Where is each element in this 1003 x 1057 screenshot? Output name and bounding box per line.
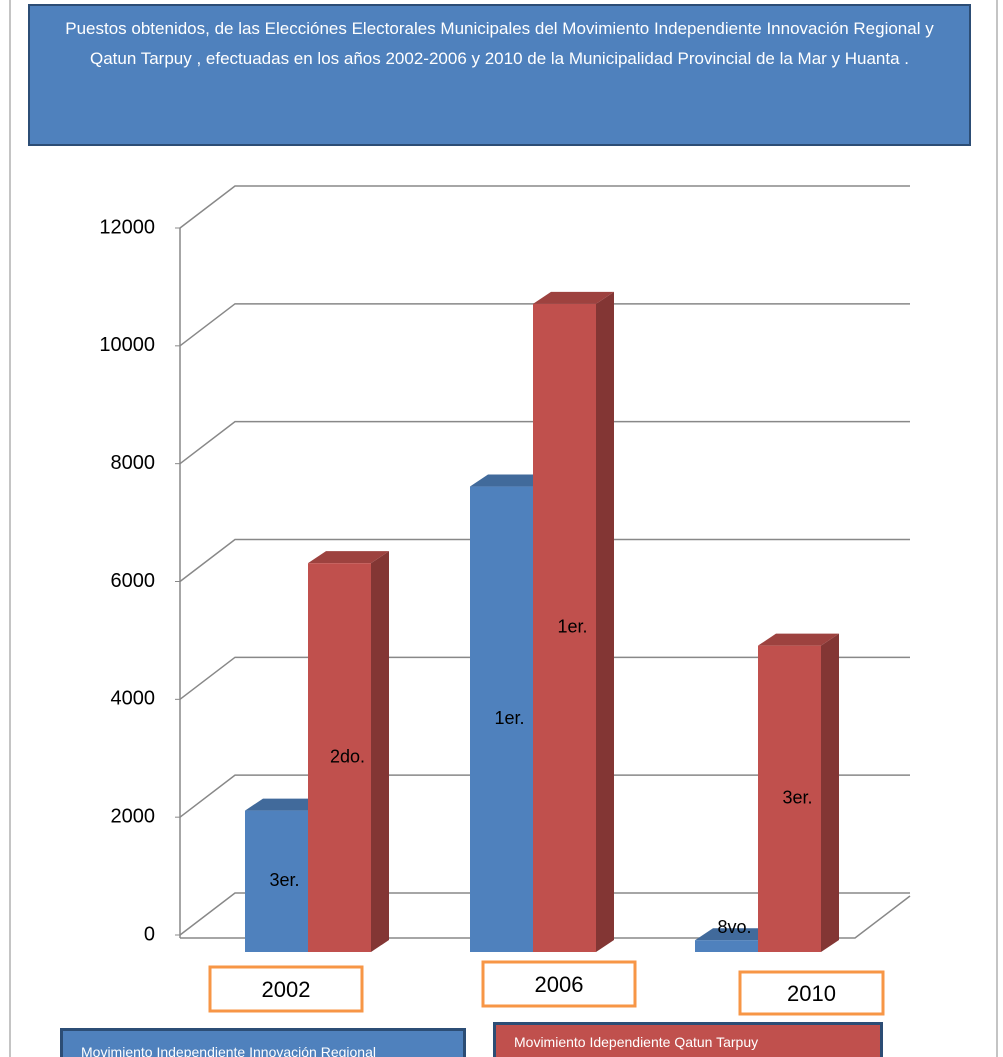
grid-line xyxy=(179,303,910,347)
chart-title: Puestos obtenidos, de las Elecciónes Ele… xyxy=(28,4,971,146)
x-tick-label: 2002 xyxy=(262,977,311,1002)
bar-side xyxy=(596,291,614,953)
bar-top xyxy=(470,474,551,487)
y-tick-label: 10000 xyxy=(99,334,155,356)
data-label: 1er. xyxy=(494,708,524,728)
bar-front xyxy=(470,486,533,952)
x-tick-label: 2010 xyxy=(787,981,836,1006)
y-tick-label: 6000 xyxy=(111,570,156,592)
bar-top xyxy=(758,633,839,646)
bar-side xyxy=(821,633,839,952)
grid-line xyxy=(179,892,910,936)
category-box xyxy=(481,960,637,1008)
y-tick-label: 0 xyxy=(144,923,155,945)
bar xyxy=(308,551,389,952)
bar-top xyxy=(695,928,776,941)
bar-side xyxy=(371,551,389,952)
y-tick-label: 4000 xyxy=(111,688,156,710)
bar-front xyxy=(308,563,371,952)
bar-front xyxy=(533,303,596,953)
grid-line xyxy=(179,774,910,818)
bar-front xyxy=(758,645,821,952)
data-label: 8vo. xyxy=(717,917,751,937)
y-tick-label: 12000 xyxy=(99,216,155,238)
bar xyxy=(758,633,839,952)
legend-item: Movimiento Independiente Innovación Regi… xyxy=(60,1028,466,1057)
legend-item: Movimiento Idependiente Qatun Tarpuy xyxy=(493,1022,883,1057)
bar-top xyxy=(533,291,614,304)
category-box xyxy=(208,965,364,1013)
grid-line xyxy=(179,420,910,465)
grid-line xyxy=(179,656,910,700)
floor xyxy=(180,895,911,939)
data-label: 1er. xyxy=(557,617,587,637)
grid-line xyxy=(179,185,910,229)
bar-front xyxy=(245,810,308,952)
bar xyxy=(533,291,614,953)
data-label: 3er. xyxy=(269,870,299,890)
category-box xyxy=(738,970,885,1016)
data-label: 2do. xyxy=(330,746,365,766)
x-tick-label: 2006 xyxy=(535,972,584,997)
y-tick-label: 8000 xyxy=(111,452,156,474)
grid-line xyxy=(179,538,910,583)
bar-top xyxy=(245,798,326,811)
data-label: 3er. xyxy=(782,788,812,808)
bar-top xyxy=(308,551,389,564)
y-tick-label: 2000 xyxy=(111,805,156,827)
bar-front xyxy=(695,940,758,952)
